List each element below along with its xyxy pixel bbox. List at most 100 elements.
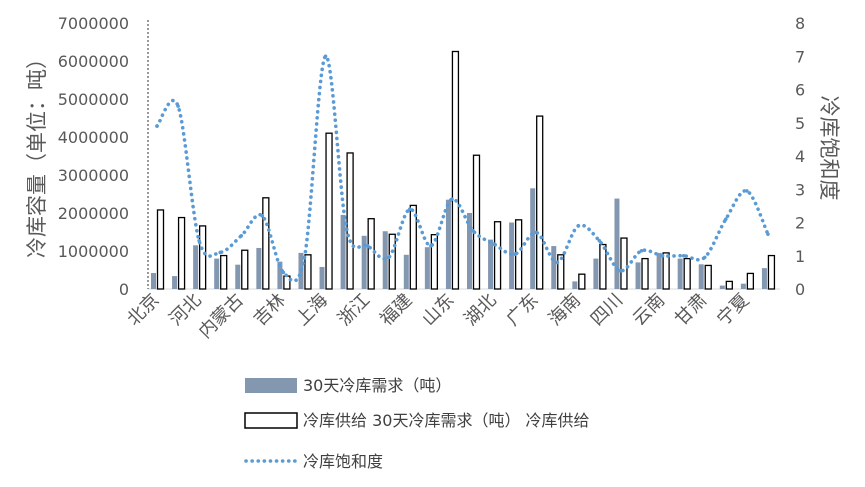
supply-bar	[599, 243, 607, 290]
saturation-point	[176, 104, 180, 108]
supply-bar	[325, 132, 333, 290]
supply-bar	[198, 225, 207, 290]
saturation-point	[429, 243, 433, 248]
supply-bar	[409, 204, 417, 290]
category-label: 北京	[123, 290, 163, 330]
supply-bar	[388, 233, 396, 290]
saturation-point	[386, 255, 391, 260]
demand-bar	[214, 258, 220, 289]
supply-bar	[620, 237, 628, 290]
supply-bar	[367, 218, 375, 290]
category-label: 上海	[292, 290, 332, 330]
saturation-point	[344, 227, 349, 231]
supply-bar	[767, 254, 776, 290]
demand-bar	[256, 247, 262, 289]
demand-bar	[635, 262, 641, 289]
supply-bar	[262, 197, 270, 290]
right-tick-label: 6	[795, 81, 805, 100]
supply-bar	[493, 221, 502, 290]
right-tick-label: 0	[795, 280, 805, 299]
right-tick-label: 7	[795, 47, 805, 66]
demand-bar	[467, 213, 472, 289]
supply-bar	[472, 154, 481, 290]
supply-bar	[725, 280, 733, 290]
saturation-point	[745, 189, 749, 193]
category-label: 广东	[502, 290, 542, 330]
saturation-point	[702, 255, 707, 260]
axes-layer: 0 1000000 2000000 3000000 4000000 5000000 6000…	[58, 14, 805, 299]
supply-bar	[557, 254, 565, 290]
right-tick-label: 3	[795, 180, 805, 199]
bars-layer	[151, 50, 776, 290]
saturation-point	[639, 248, 644, 253]
saturation-point	[597, 238, 602, 243]
demand-bar	[319, 266, 325, 289]
saturation-point	[450, 197, 454, 202]
supply-bar	[177, 216, 186, 290]
demand-bar	[361, 235, 367, 289]
left-tick-label: 5000000	[58, 90, 129, 109]
category-label: 浙江	[334, 290, 374, 330]
category-label: 云南	[629, 290, 669, 330]
saturation-point	[513, 252, 517, 256]
legend-label-saturation: 冷库饱和度	[303, 452, 383, 471]
supply-bar	[283, 275, 291, 290]
demand-bar	[530, 188, 536, 289]
supply-bar	[536, 115, 544, 290]
supply-bar	[683, 257, 691, 290]
category-label: 四川	[587, 290, 627, 330]
supply-bar	[156, 209, 165, 290]
demand-bar	[445, 199, 451, 289]
demand-bar	[172, 276, 178, 289]
legend-item-saturation: 冷库饱和度	[244, 452, 383, 471]
saturation-point	[323, 54, 328, 59]
demand-bar	[719, 285, 725, 289]
demand-bar	[193, 245, 199, 289]
left-axis-title: 冷库容量（单位：吨）	[25, 48, 49, 258]
supply-bar	[304, 254, 312, 290]
demand-bar	[551, 246, 557, 289]
demand-bar	[761, 268, 767, 289]
saturation-point	[408, 207, 412, 211]
supply-bar	[704, 264, 712, 290]
demand-bar	[151, 273, 156, 289]
supply-bar	[746, 272, 755, 290]
saturation-point	[239, 234, 244, 238]
supply-bar	[241, 249, 249, 290]
category-label: 甘肃	[671, 290, 711, 330]
saturation-line	[155, 54, 770, 283]
legend-swatch-supply	[244, 412, 298, 429]
demand-bar	[424, 247, 430, 289]
line-layer	[155, 54, 770, 283]
legend: 30天冷库需求（吨） 冷库供给 30天冷库需求（吨） 冷库供给 冷库饱和度	[244, 376, 590, 471]
category-label: 海南	[545, 290, 585, 330]
supply-bar	[578, 273, 586, 290]
demand-bar	[277, 261, 283, 289]
left-tick-label: 2000000	[58, 204, 129, 223]
saturation-point	[534, 230, 538, 235]
left-tick-label: 0	[119, 280, 129, 299]
legend-label-demand: 30天冷库需求（吨）	[303, 376, 451, 395]
right-tick-label: 2	[795, 214, 805, 233]
category-label: 山东	[418, 290, 458, 330]
right-axis-title: 冷库饱和度	[817, 96, 841, 201]
category-label: 湖北	[460, 290, 500, 330]
saturation-point	[492, 242, 496, 246]
left-tick-label: 7000000	[58, 14, 129, 33]
supply-bar	[451, 50, 460, 290]
saturation-point	[618, 268, 623, 273]
demand-bar	[677, 258, 683, 289]
saturation-point	[365, 243, 370, 248]
saturation-point	[471, 229, 475, 233]
saturation-point	[555, 260, 560, 265]
legend-label-supply: 冷库供给 30天冷库需求（吨） 冷库供给	[303, 411, 590, 430]
supply-bar	[346, 152, 354, 290]
saturation-point	[660, 253, 665, 258]
left-tick-label: 6000000	[58, 52, 129, 71]
demand-bar	[403, 254, 409, 289]
saturation-point	[302, 255, 307, 260]
demand-bar	[593, 258, 599, 289]
category-label: 福建	[376, 290, 416, 330]
demand-bar	[572, 281, 578, 289]
saturation-point	[724, 217, 728, 221]
